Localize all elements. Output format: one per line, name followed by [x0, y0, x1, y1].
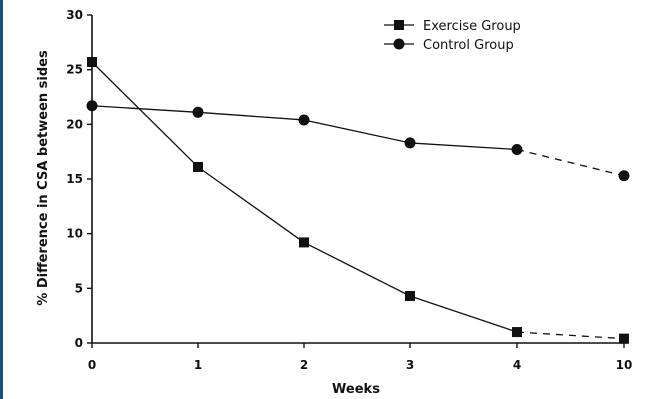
data-point-square — [512, 327, 522, 338]
legend-marker-circle — [393, 38, 405, 50]
x-tick-label: 2 — [300, 358, 308, 372]
data-point-circle — [511, 143, 523, 155]
y-tick-label: 5 — [75, 281, 83, 295]
legend-label: Control Group — [423, 38, 514, 53]
x-tick-label: 10 — [616, 358, 633, 372]
data-point-square — [193, 161, 203, 172]
x-tick-label: 4 — [513, 358, 521, 372]
series-segment — [197, 111, 305, 121]
series-segment — [516, 331, 625, 340]
series-lines — [91, 61, 625, 340]
x-tick-label: 3 — [406, 358, 414, 372]
series-segment — [197, 166, 305, 243]
y-tick-label: 20 — [66, 117, 83, 131]
y-tick-label: 30 — [66, 8, 83, 22]
data-point-square — [87, 57, 97, 68]
y-tick-label: 25 — [66, 63, 83, 77]
legend-label: Exercise Group — [423, 19, 521, 34]
data-point-circle — [618, 170, 630, 182]
x-tick-label: 1 — [194, 358, 202, 372]
y-tick-label: 0 — [75, 336, 83, 350]
x-tick-label: 0 — [88, 358, 96, 372]
left-accent-bar — [0, 0, 3, 399]
series-segment — [303, 119, 411, 144]
data-point-circle — [404, 137, 416, 149]
series-segment — [409, 142, 518, 151]
data-point-circle — [298, 114, 310, 126]
series-segment — [91, 105, 199, 113]
axes: 0 5 10 15 20 25 30 0 1 2 3 4 10 — [66, 8, 632, 372]
data-point-square — [619, 333, 629, 344]
legend-marker-square — [394, 20, 404, 30]
data-point-circle — [192, 106, 204, 118]
data-point-square — [405, 290, 415, 301]
data-point-circle — [86, 100, 98, 112]
legend: Exercise Group Control Group — [384, 19, 521, 53]
series-segment — [91, 61, 199, 168]
series-markers — [86, 57, 630, 344]
series-segment — [516, 148, 625, 177]
data-point-square — [299, 237, 309, 248]
y-axis-label: % Difference in CSA between sides — [36, 50, 51, 306]
series-segment — [303, 241, 411, 297]
y-tick-label: 15 — [66, 172, 83, 186]
series-segment — [409, 295, 518, 333]
x-axis-label: Weeks — [332, 382, 380, 397]
y-tick-label: 10 — [66, 227, 83, 241]
